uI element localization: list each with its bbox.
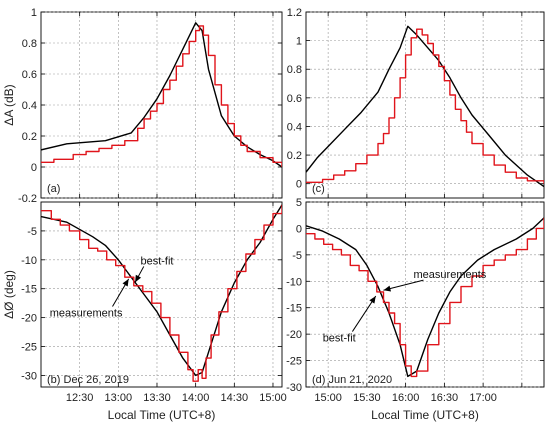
series-line-measurements bbox=[41, 22, 282, 168]
series-line-best-fit bbox=[306, 28, 544, 184]
panel-a: -0.2 0 0.2 0.4 0.6 0.8 1 (a) ΔA (dB) bbox=[2, 7, 283, 205]
panel-a-ticks: -0.2 0 0.2 0.4 0.6 0.8 1 bbox=[18, 7, 282, 205]
series-line-measurements bbox=[306, 25, 544, 188]
y-tick-label: -30 bbox=[21, 370, 37, 382]
y-tick-label: 0 bbox=[296, 179, 302, 191]
panel-d-label: (d) Jun 21, 2020 bbox=[312, 374, 392, 386]
y-tick-label: -30 bbox=[286, 382, 302, 394]
y-tick-label: 0.2 bbox=[22, 131, 37, 143]
x-tick-label: 15:30 bbox=[353, 392, 381, 404]
panel-d-marks bbox=[306, 217, 544, 378]
panel-c-label: (c) bbox=[312, 183, 325, 195]
y-tick-label: 1 bbox=[31, 7, 37, 19]
y-tick-label: 0.8 bbox=[287, 64, 302, 76]
panel-c: 0 0.2 0.4 0.6 0.8 1 1.2 (c) bbox=[287, 7, 545, 199]
y-tick-label: 0.2 bbox=[287, 150, 302, 162]
panel-b-grid bbox=[41, 202, 282, 387]
panel-a-label: (a) bbox=[47, 183, 60, 195]
y-tick-label: 0.6 bbox=[22, 69, 37, 81]
panel-c-frame bbox=[305, 11, 545, 199]
x-tick-label: 16:30 bbox=[431, 392, 459, 404]
panel-d-grid bbox=[306, 201, 544, 388]
y-tick-label: -20 bbox=[286, 329, 302, 341]
y-tick-label: 5 bbox=[296, 197, 302, 209]
series-line-measurements bbox=[41, 204, 282, 377]
annotation-label: measurements bbox=[414, 269, 487, 281]
panel-d-frame bbox=[305, 201, 545, 388]
annotation-arrowhead bbox=[383, 285, 392, 292]
panel-c-grid bbox=[306, 11, 544, 198]
panel-a-ylabel: ΔA (dB) bbox=[2, 84, 16, 125]
y-tick-label: 0.4 bbox=[22, 100, 37, 112]
series-line-best-fit bbox=[41, 204, 282, 382]
annotation-label: measurements bbox=[50, 307, 123, 319]
panel-b: 12:30 13:00 13:30 14:00 14:30 15:00 -30 -25 -20 -… bbox=[2, 201, 287, 404]
panel-b-label: (b) Dec 26, 2019 bbox=[47, 374, 129, 386]
x-tick-label: 13:30 bbox=[143, 392, 171, 404]
series-line-measurements bbox=[306, 217, 544, 378]
annotation-arrowhead bbox=[135, 274, 142, 283]
y-tick-label: 0 bbox=[296, 223, 302, 235]
x-tick-label: 16:00 bbox=[392, 392, 420, 404]
y-tick-label: -15 bbox=[21, 284, 37, 296]
panel-b-frame bbox=[40, 201, 283, 388]
annotation-arrowhead bbox=[122, 278, 129, 287]
panel-b-ylabel: ΔØ (deg) bbox=[2, 270, 16, 319]
panel-b-marks bbox=[41, 204, 282, 382]
panel-d-ticks: 15:00 15:30 16:00 16:30 17:00 -30 -25 -20 -15 -10… bbox=[286, 197, 544, 404]
panel-b-annotations: best-fit measurements bbox=[50, 255, 174, 319]
x-tick-label: 14:30 bbox=[221, 392, 249, 404]
x-axis-label-left: Local Time (UTC+8) bbox=[108, 408, 216, 422]
x-tick-label: 15:00 bbox=[259, 392, 287, 404]
y-tick-label: -10 bbox=[286, 276, 302, 288]
series-line-best-fit bbox=[306, 217, 544, 378]
x-tick-label: 15:00 bbox=[314, 392, 342, 404]
x-axis-label-right: Local Time (UTC+8) bbox=[371, 408, 479, 422]
annotation-label: best-fit bbox=[323, 333, 356, 345]
y-tick-label: -25 bbox=[21, 342, 37, 354]
y-tick-label: 0.4 bbox=[287, 121, 302, 133]
panel-d: 15:00 15:30 16:00 16:30 17:00 -30 -25 -20 -15 -10… bbox=[286, 197, 545, 404]
y-tick-label: 0 bbox=[31, 162, 37, 174]
x-tick-label: 17:00 bbox=[469, 392, 497, 404]
panel-c-marks bbox=[306, 25, 544, 188]
y-tick-label: 0.8 bbox=[22, 38, 37, 50]
y-tick-label: -15 bbox=[286, 303, 302, 315]
series-line-best-fit bbox=[41, 25, 282, 167]
panel-a-marks bbox=[41, 22, 282, 168]
panel-b-ticks: 12:30 13:00 13:30 14:00 14:30 15:00 -30 -25 -20 -… bbox=[21, 202, 287, 404]
panel-c-ticks: 0 0.2 0.4 0.6 0.8 1 1.2 bbox=[287, 7, 544, 198]
annotation-label: best-fit bbox=[140, 255, 173, 267]
y-tick-label: 1 bbox=[296, 36, 302, 48]
x-tick-label: 13:00 bbox=[105, 392, 133, 404]
y-tick-label: 1.2 bbox=[287, 7, 302, 19]
y-tick-label: -5 bbox=[292, 250, 302, 262]
annotation-arrow bbox=[351, 295, 377, 332]
y-tick-label: -20 bbox=[21, 313, 37, 325]
y-tick-label: -25 bbox=[286, 356, 302, 368]
x-tick-label: 12:30 bbox=[66, 392, 94, 404]
y-tick-label: -0.2 bbox=[18, 193, 37, 205]
y-tick-label: -5 bbox=[27, 226, 37, 238]
panel-d-annotations: measurements best-fit bbox=[323, 269, 487, 344]
annotation-arrowhead bbox=[369, 296, 376, 304]
y-tick-label: -10 bbox=[21, 255, 37, 267]
panel-a-grid bbox=[41, 11, 282, 199]
y-tick-label: 0.6 bbox=[287, 93, 302, 105]
x-tick-label: 14:00 bbox=[182, 392, 210, 404]
